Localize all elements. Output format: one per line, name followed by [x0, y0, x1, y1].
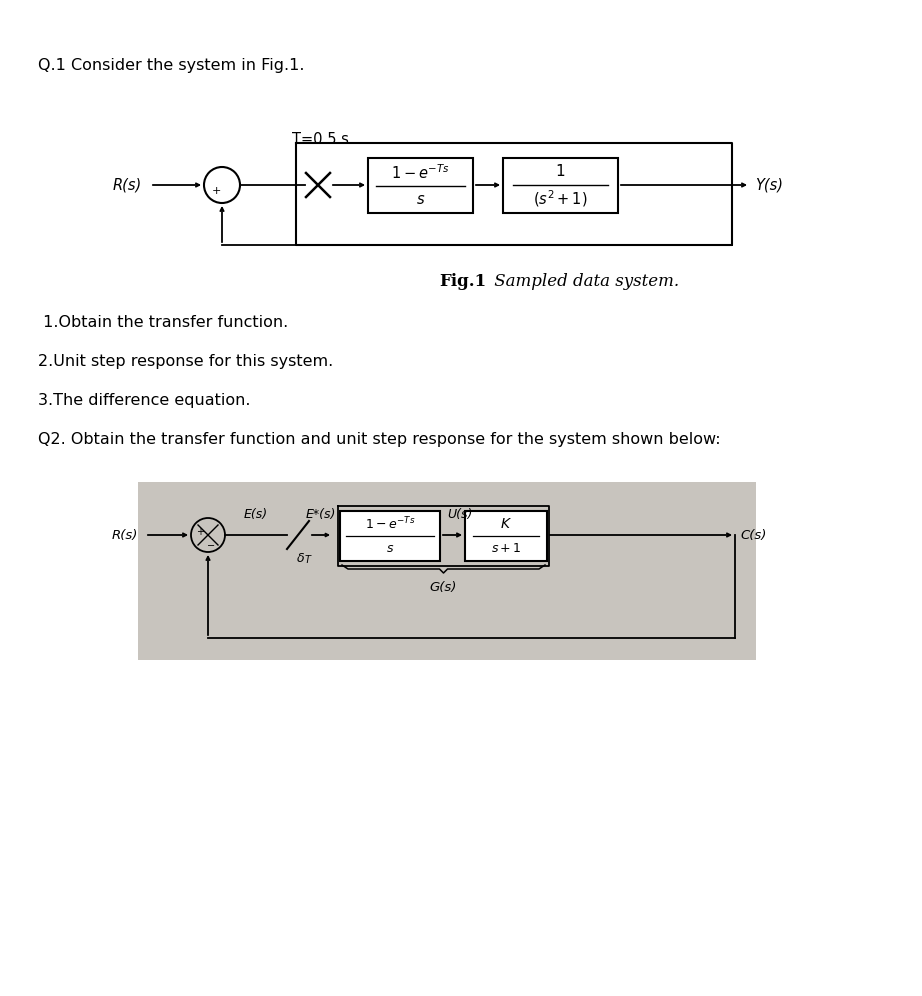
Bar	[465, 511, 547, 561]
Text: E(s): E(s)	[244, 508, 268, 521]
Text: R(s): R(s)	[112, 177, 142, 192]
Text: +: +	[211, 186, 220, 196]
Text: C(s): C(s)	[740, 529, 766, 542]
Text: Y(s): Y(s)	[755, 177, 783, 192]
Text: $1 - e^{-Ts}$: $1 - e^{-Ts}$	[365, 516, 415, 532]
Bar	[340, 511, 440, 561]
Text: Sampled data system.: Sampled data system.	[489, 273, 680, 290]
Text: Fig.1: Fig.1	[439, 273, 486, 290]
Text: $1$: $1$	[555, 163, 565, 179]
Text: Q2. Obtain the transfer function and unit step response for the system shown bel: Q2. Obtain the transfer function and uni…	[38, 432, 721, 447]
Text: U(s): U(s)	[447, 508, 473, 521]
Text: R(s): R(s)	[112, 529, 138, 542]
Text: Q.1 Consider the system in Fig.1.: Q.1 Consider the system in Fig.1.	[38, 58, 304, 73]
Text: $1-e^{-Ts}$: $1-e^{-Ts}$	[391, 163, 450, 182]
Text: −: −	[207, 541, 215, 551]
Text: 2.Unit step response for this system.: 2.Unit step response for this system.	[38, 354, 333, 369]
Text: $s$: $s$	[416, 191, 425, 206]
Text: $K$: $K$	[500, 517, 512, 531]
Text: $s + 1$: $s + 1$	[491, 542, 521, 555]
Bar	[503, 158, 618, 213]
Bar	[138, 482, 756, 660]
Text: T=0.5 s: T=0.5 s	[291, 132, 349, 147]
Text: $(s^{2}+1)$: $(s^{2}+1)$	[533, 188, 588, 209]
Text: E*(s): E*(s)	[306, 508, 337, 521]
Bar	[368, 158, 473, 213]
Text: 3.The difference equation.: 3.The difference equation.	[38, 393, 251, 408]
Text: +: +	[196, 527, 204, 537]
Text: 1.Obtain the transfer function.: 1.Obtain the transfer function.	[38, 315, 289, 330]
Text: δ: δ	[297, 552, 304, 565]
Text: G(s): G(s)	[430, 581, 457, 594]
Text: $s$: $s$	[386, 542, 394, 555]
Text: T: T	[305, 555, 311, 565]
